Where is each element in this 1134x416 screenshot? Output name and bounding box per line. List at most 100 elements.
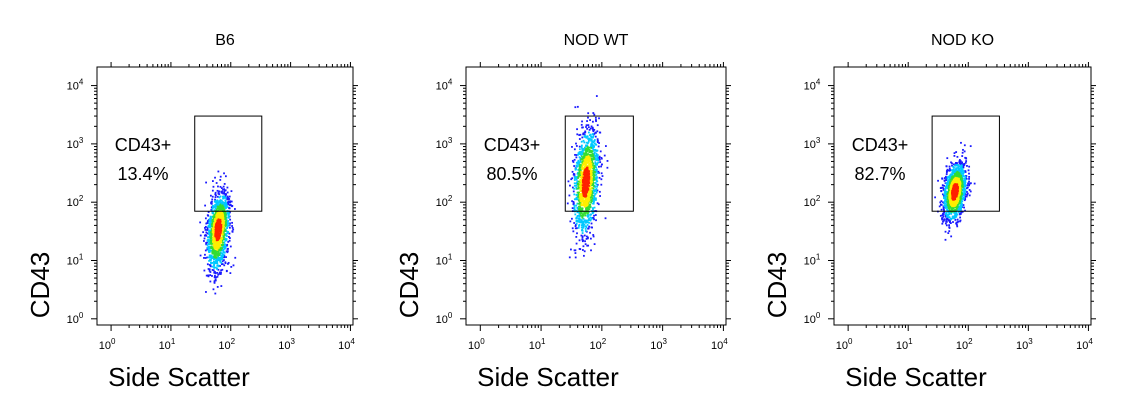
event-point xyxy=(575,161,578,164)
event-point xyxy=(579,175,582,177)
event-point xyxy=(234,208,236,210)
event-point xyxy=(963,150,966,153)
event-point xyxy=(963,181,966,184)
event-point xyxy=(598,157,600,159)
event-point xyxy=(942,208,945,210)
event-point xyxy=(593,139,596,141)
event-point xyxy=(587,126,590,129)
event-point xyxy=(589,192,592,195)
event-point xyxy=(593,164,596,167)
event-point xyxy=(584,174,587,176)
event-point xyxy=(224,216,227,219)
event-point xyxy=(584,160,587,163)
event-point xyxy=(966,186,969,189)
event-point xyxy=(213,249,216,252)
event-point xyxy=(223,264,226,267)
event-point xyxy=(573,182,576,185)
event-point xyxy=(945,173,948,176)
event-point xyxy=(220,199,223,202)
event-point xyxy=(214,266,217,269)
event-point xyxy=(575,186,578,189)
event-point xyxy=(968,184,971,187)
event-point xyxy=(951,177,954,180)
event-point xyxy=(962,170,965,172)
event-point xyxy=(600,156,603,159)
event-point xyxy=(577,202,580,205)
event-point xyxy=(944,187,947,190)
event-point xyxy=(578,217,581,220)
event-point xyxy=(220,256,223,259)
event-point xyxy=(575,242,578,245)
event-point xyxy=(961,168,964,170)
event-point xyxy=(226,224,228,227)
event-point xyxy=(946,206,949,209)
event-point xyxy=(579,206,582,209)
event-point xyxy=(591,146,594,149)
event-point xyxy=(963,182,966,185)
event-point xyxy=(946,218,949,221)
event-point xyxy=(580,190,582,192)
event-point xyxy=(589,184,592,186)
event-point xyxy=(966,165,968,167)
event-point xyxy=(584,130,587,133)
event-point xyxy=(944,190,947,193)
event-point xyxy=(959,206,962,209)
event-point xyxy=(229,237,231,239)
event-point xyxy=(963,206,965,209)
event-point xyxy=(208,259,210,262)
event-point xyxy=(225,269,228,272)
event-point xyxy=(965,187,968,190)
event-point xyxy=(218,196,221,199)
event-point xyxy=(588,164,590,166)
event-point xyxy=(958,213,961,216)
event-point xyxy=(573,204,576,207)
event-point xyxy=(964,198,967,201)
event-point xyxy=(207,268,210,270)
event-point xyxy=(222,230,225,233)
event-point xyxy=(569,184,571,187)
event-point xyxy=(579,166,581,169)
event-point xyxy=(215,182,218,184)
event-point xyxy=(590,136,593,139)
event-point xyxy=(594,169,597,171)
event-point xyxy=(595,174,598,176)
event-point xyxy=(965,157,968,160)
event-point xyxy=(586,127,589,130)
event-point xyxy=(586,120,588,122)
event-point xyxy=(578,145,581,148)
event-point xyxy=(585,124,588,127)
event-point xyxy=(226,198,229,201)
event-point xyxy=(943,184,946,187)
event-point xyxy=(955,197,958,200)
event-point xyxy=(222,192,225,195)
event-point xyxy=(214,272,217,275)
event-point xyxy=(951,171,954,174)
event-point xyxy=(955,151,958,153)
event-point xyxy=(967,182,969,185)
event-point xyxy=(580,224,583,227)
event-point xyxy=(206,263,209,266)
event-point xyxy=(574,177,576,180)
event-point xyxy=(592,153,595,156)
event-point xyxy=(953,174,956,177)
event-point xyxy=(227,224,230,227)
event-point xyxy=(204,227,206,229)
event-point xyxy=(225,234,227,237)
event-point xyxy=(944,196,946,198)
event-point xyxy=(586,168,588,171)
event-point xyxy=(589,133,592,136)
event-point xyxy=(217,258,220,261)
event-point xyxy=(221,195,224,198)
event-point xyxy=(579,168,582,171)
event-point xyxy=(229,211,231,214)
event-point xyxy=(584,189,587,192)
event-point xyxy=(587,116,589,119)
event-point xyxy=(211,189,214,192)
event-point xyxy=(940,204,943,206)
event-point xyxy=(219,273,222,275)
y-tick-label: 103 xyxy=(436,136,453,151)
event-point xyxy=(596,124,599,127)
event-point xyxy=(585,238,588,240)
event-point xyxy=(210,202,213,205)
event-point xyxy=(961,155,964,157)
